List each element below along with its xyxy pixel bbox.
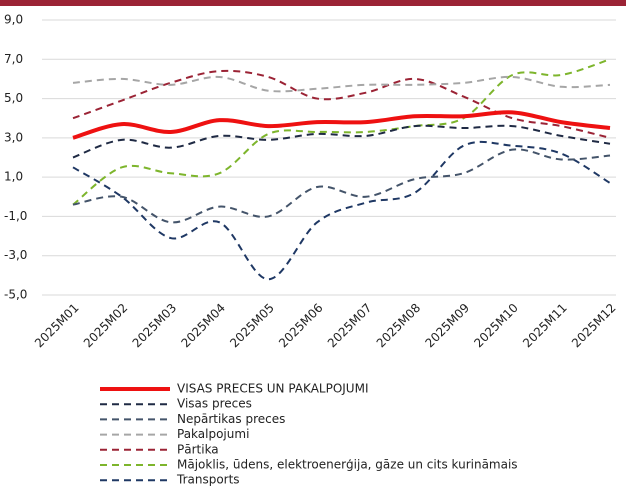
x-tick-label: 2025M03	[130, 301, 180, 351]
x-tick-label: 2025M09	[423, 301, 473, 351]
series-line	[72, 69, 611, 139]
y-tick-label: -5,0	[4, 288, 27, 302]
x-tick-label: 2025M04	[178, 301, 228, 351]
y-tick-label: 9,0	[4, 13, 23, 27]
legend-label: VISAS PRECES UN PAKALPOJUMI	[177, 382, 368, 396]
y-tick-label: -1,0	[4, 209, 27, 223]
x-tick-label: 2025M10	[471, 301, 521, 351]
legend-label: Mājoklis, ūdens, elektroenerģija, gāze u…	[177, 458, 518, 472]
series-line	[72, 110, 611, 140]
y-tick-label: 3,0	[4, 130, 23, 144]
x-tick-label: 2025M12	[569, 301, 619, 351]
legend-label: Transports	[176, 473, 240, 487]
x-tick-label: 2025M05	[227, 301, 277, 351]
series-line	[72, 75, 611, 93]
legend-label: Pārtika	[177, 442, 219, 456]
series-line	[72, 148, 611, 224]
x-tick-label: 2025M02	[81, 301, 131, 351]
series-line	[72, 58, 611, 206]
top-bar	[0, 0, 626, 6]
x-tick-label: 2025M07	[325, 301, 375, 351]
x-tick-label: 2025M11	[520, 301, 570, 351]
x-tick-label: 2025M06	[276, 301, 326, 351]
legend-label: Pakalpojumi	[177, 427, 249, 441]
y-tick-label: 7,0	[4, 52, 23, 66]
y-tick-label: 5,0	[4, 91, 23, 105]
x-tick-label: 2025M08	[374, 301, 424, 351]
y-tick-label: 1,0	[4, 170, 23, 184]
x-tick-label: 2025M01	[32, 301, 82, 351]
legend-label: Visas preces	[177, 397, 252, 411]
series-line	[72, 140, 611, 281]
legend-label: Nepārtikas preces	[177, 412, 285, 426]
y-tick-label: -3,0	[4, 248, 27, 262]
series-line	[72, 124, 611, 159]
